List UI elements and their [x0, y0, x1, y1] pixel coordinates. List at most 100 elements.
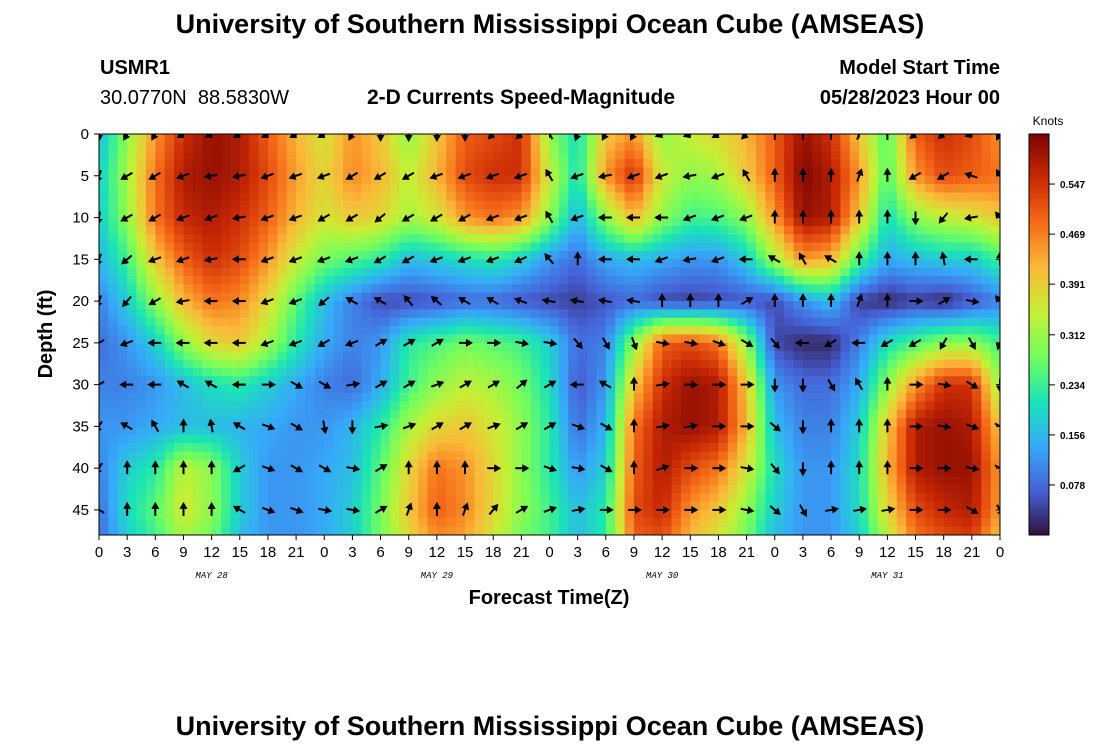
heatmap-cell — [455, 267, 466, 277]
heatmap-cell — [155, 301, 166, 311]
heatmap-cell — [605, 501, 616, 511]
heatmap-cell — [389, 142, 400, 152]
heatmap-cell — [380, 217, 391, 227]
heatmap-cell — [643, 451, 654, 461]
heatmap-cell — [108, 501, 119, 511]
heatmap-cell — [380, 242, 391, 252]
heatmap-cell — [962, 159, 973, 169]
heatmap-cell — [380, 142, 391, 152]
heatmap-cell — [793, 242, 804, 252]
heatmap-cell — [155, 418, 166, 427]
heatmap-cell — [971, 342, 982, 352]
current-arrow — [963, 213, 978, 222]
heatmap-cell — [277, 217, 288, 227]
heatmap-cell — [474, 276, 485, 285]
heatmap-cell — [230, 200, 241, 210]
heatmap-cell — [174, 484, 185, 494]
heatmap-cell — [831, 451, 842, 461]
heatmap-cell — [258, 367, 269, 377]
heatmap-cell — [549, 342, 560, 352]
heatmap-cell — [436, 150, 447, 160]
heatmap-cell — [727, 259, 738, 269]
heatmap-cell — [333, 351, 344, 361]
heatmap-cell — [540, 351, 551, 361]
current-arrow — [855, 377, 864, 391]
heatmap-cell — [230, 267, 241, 277]
heatmap-cell — [258, 384, 269, 394]
heatmap-cell — [221, 392, 231, 402]
heatmap-cell — [530, 259, 541, 269]
heatmap-cell — [755, 367, 766, 377]
heatmap-cell — [887, 342, 898, 352]
heatmap-cell — [211, 409, 222, 419]
heatmap-cell — [408, 526, 419, 535]
heatmap-cell — [361, 192, 372, 202]
heatmap-cell — [605, 443, 616, 453]
heatmap-cell — [793, 509, 804, 519]
heatmap-cell — [211, 367, 222, 377]
heatmap-cell — [596, 526, 607, 535]
heatmap-cell — [587, 242, 598, 252]
heatmap-cell — [981, 317, 992, 327]
heatmap-cell — [699, 217, 710, 227]
heatmap-cell — [821, 367, 832, 377]
heatmap-cell — [483, 526, 494, 535]
heatmap-cell — [530, 468, 541, 478]
heatmap-cell — [511, 225, 522, 235]
heatmap-cell — [906, 142, 917, 152]
heatmap-cell — [840, 443, 851, 453]
x-tick-label: 21 — [513, 544, 530, 561]
heatmap-cell — [314, 443, 325, 453]
heatmap-cell — [943, 509, 954, 519]
heatmap-cell — [915, 526, 926, 535]
heatmap-cell — [333, 284, 344, 294]
heatmap-cell — [821, 468, 832, 478]
heatmap-cell — [755, 225, 766, 235]
current-arrow — [626, 296, 641, 305]
current-arrow — [290, 464, 304, 473]
heatmap-cell — [530, 225, 541, 235]
heatmap-cell — [164, 167, 175, 177]
heatmap-cell — [615, 418, 626, 427]
heatmap-cell — [202, 276, 213, 285]
heatmap-cell — [155, 250, 166, 260]
heatmap-cell — [296, 367, 307, 377]
heatmap-cell — [286, 225, 297, 235]
heatmap-cell — [868, 509, 879, 519]
heatmap-cell — [953, 409, 964, 419]
heatmap-cell — [633, 217, 644, 227]
heatmap-cell — [990, 426, 1000, 436]
heatmap-cell — [296, 150, 307, 160]
heatmap-cell — [136, 409, 147, 419]
heatmap-cell — [953, 200, 964, 210]
heatmap-cell — [521, 134, 532, 143]
heatmap-cell — [671, 484, 682, 494]
heatmap-cell — [755, 326, 766, 336]
heatmap-cell — [389, 443, 400, 453]
heatmap-cell — [239, 459, 250, 469]
heatmap-cell — [427, 401, 438, 411]
heatmap-cell — [896, 250, 907, 260]
heatmap-cell — [361, 284, 372, 294]
x-tick-label: 9 — [179, 544, 187, 561]
heatmap-cell — [389, 234, 400, 244]
heatmap-cell — [333, 493, 344, 503]
heatmap-cell — [183, 267, 194, 277]
heatmap-cell — [408, 392, 419, 402]
heatmap-cell — [446, 392, 457, 402]
heatmap-cell — [399, 468, 410, 478]
heatmap-cell — [99, 284, 109, 294]
heatmap-cell — [737, 351, 748, 361]
heatmap-cell — [258, 493, 269, 503]
heatmap-cell — [831, 443, 842, 453]
heatmap-cell — [643, 359, 654, 369]
heatmap-cell — [258, 276, 269, 285]
heatmap-cell — [352, 175, 363, 185]
heatmap-cell — [145, 359, 156, 369]
heatmap-cell — [164, 493, 175, 503]
heatmap-cell — [249, 409, 260, 419]
heatmap-cell — [127, 484, 138, 494]
heatmap-cell — [774, 217, 785, 227]
heatmap-cell — [596, 342, 607, 352]
heatmap-cell — [821, 384, 832, 394]
